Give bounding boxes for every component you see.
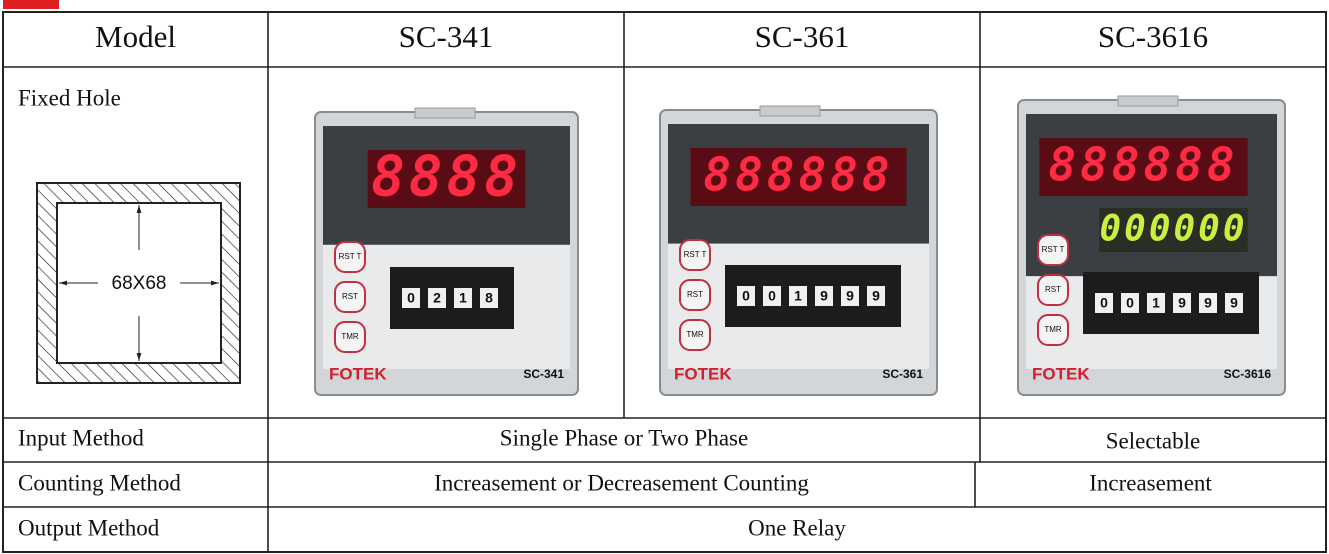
device-photo: 888888 RST T RST TMR 0 0 1 9 9 9 FOTEK SC-361	[659, 105, 938, 396]
button	[334, 241, 366, 273]
row-label: Output Method	[18, 515, 160, 540]
thumbwheel-window	[1121, 293, 1139, 313]
brand-label: FOTEK	[329, 364, 387, 383]
display-digits: 888888	[1048, 138, 1238, 192]
thumbwheel-window	[1225, 293, 1243, 313]
thumbwheel-digit: 1	[459, 290, 467, 306]
thumbwheel-digit: 9	[820, 288, 828, 304]
thumbwheel-digit: 9	[1178, 295, 1186, 311]
header-cell: SC-361	[755, 19, 850, 54]
thumbwheel-window	[815, 286, 833, 306]
device-lid	[759, 105, 821, 117]
thumbwheel-window	[428, 288, 446, 308]
thumbwheel-digit: 9	[1230, 295, 1238, 311]
row-cell: One Relay	[748, 515, 846, 540]
display-window	[367, 150, 526, 208]
thumbwheel-window	[763, 286, 781, 306]
row-cell: Single Phase or Two Phase	[500, 425, 748, 450]
thumbwheel-window	[737, 286, 755, 306]
button	[679, 279, 711, 311]
heading-marker	[3, 0, 59, 9]
display-window-2	[1099, 208, 1248, 252]
model-label: SC-361	[882, 367, 923, 381]
row-label: Counting Method	[18, 470, 181, 495]
header-cell: Model	[95, 19, 176, 54]
thumbwheel-digit: 0	[768, 288, 776, 304]
button	[334, 321, 366, 353]
thumbwheel-digit: 1	[1152, 295, 1160, 311]
display-digits: 888888	[703, 148, 893, 202]
header-cell: SC-341	[399, 19, 494, 54]
device-lid	[414, 107, 476, 119]
thumbwheel-digit: 9	[846, 288, 854, 304]
thumbwheel-window	[402, 288, 420, 308]
row-label: Input Method	[18, 425, 144, 450]
button-label: RST	[687, 290, 703, 299]
button	[679, 319, 711, 351]
thumbwheel-digit: 9	[1204, 295, 1212, 311]
display-window	[690, 148, 907, 206]
thumbwheel-digit: 2	[433, 290, 441, 306]
dimension-label: 68X68	[112, 273, 167, 294]
fixed-hole-diagram	[36, 182, 241, 384]
button-label: RST	[1045, 285, 1061, 294]
button-label: RST T	[1042, 245, 1065, 254]
thumbwheel-digit: 1	[794, 288, 802, 304]
button-label: TMR	[686, 330, 704, 339]
row-cell: Increasement	[1089, 470, 1212, 495]
display-digits: 8888	[371, 145, 522, 210]
table-border	[2, 11, 1327, 553]
thumbwheel-window	[480, 288, 498, 308]
device-lid	[1117, 95, 1179, 107]
header-cell: SC-3616	[1098, 19, 1208, 54]
row-label: Fixed Hole	[18, 85, 121, 110]
brand-label: FOTEK	[674, 364, 732, 383]
row-cell: Selectable	[1106, 428, 1201, 453]
table-grid	[3, 12, 1326, 552]
button	[1037, 314, 1069, 346]
device-photo: 888888 000000 RST T RST TMR 0 0 1 9 9 9 FOTEK SC-361…	[1017, 95, 1286, 396]
button-label: TMR	[341, 332, 359, 341]
thumbwheel-digit: 8	[485, 290, 493, 306]
thumbwheel-window	[1095, 293, 1113, 313]
button-label: TMR	[1044, 325, 1062, 334]
thumbwheel-digit: 0	[1126, 295, 1134, 311]
button-label: RST T	[339, 252, 362, 261]
button-label: RST T	[684, 250, 707, 259]
model-label: SC-3616	[1224, 367, 1272, 381]
thumbwheel-window	[1173, 293, 1191, 313]
thumbwheel-window	[789, 286, 807, 306]
thumbwheel-digit: 0	[1100, 295, 1108, 311]
button	[334, 281, 366, 313]
device-photo: 8888 RST T RST TMR 0 2 1 8 FOTEK SC-341	[314, 107, 579, 396]
thumbwheel-window	[1199, 293, 1217, 313]
button	[679, 239, 711, 271]
thumbwheel-digit: 0	[407, 290, 415, 306]
thumbwheel-window	[454, 288, 472, 308]
thumbwheel-digit: 9	[872, 288, 880, 304]
dimension-bg	[100, 272, 178, 294]
thumbwheel-digit: 0	[742, 288, 750, 304]
button	[1037, 234, 1069, 266]
thumbwheel-window	[841, 286, 859, 306]
brand-label: FOTEK	[1032, 364, 1090, 383]
model-label: SC-341	[523, 367, 564, 381]
button-label: RST	[342, 292, 358, 301]
display-window	[1039, 138, 1248, 196]
thumbwheel-window	[1147, 293, 1165, 313]
display-digits-2: 000000	[1099, 209, 1247, 250]
thumbwheel-window	[867, 286, 885, 306]
button	[1037, 274, 1069, 306]
row-cell: Increasement or Decreasement Counting	[434, 470, 809, 495]
